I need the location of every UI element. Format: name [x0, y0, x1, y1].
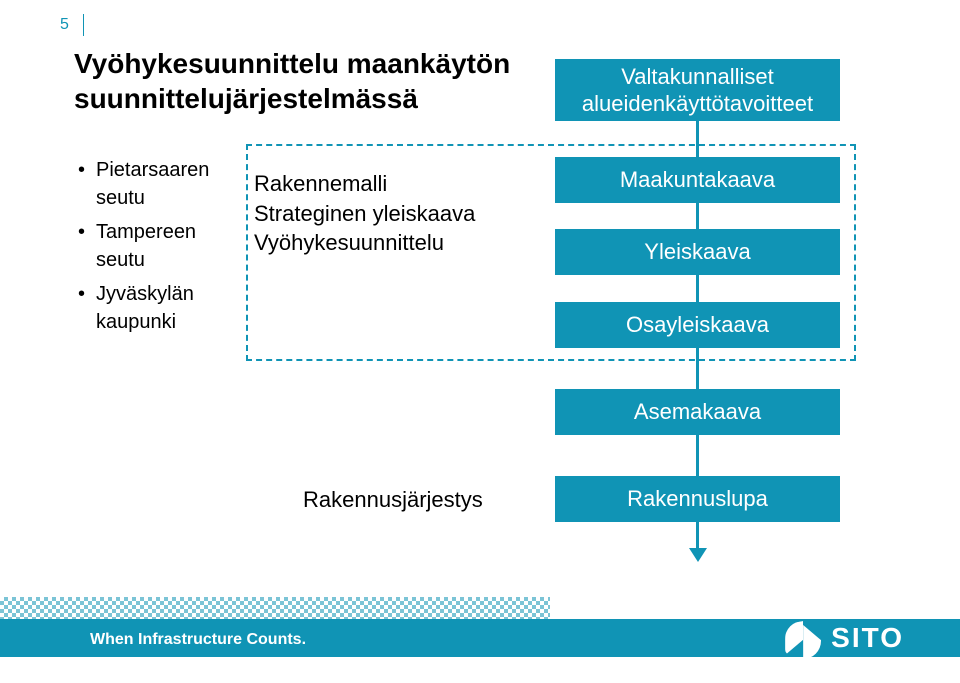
list-item: Pietarsaaren seutu: [78, 156, 238, 212]
flow-box-maakuntakaava: Maakuntakaava: [555, 157, 840, 203]
flow-label: Osayleiskaava: [626, 312, 769, 338]
goals-line-1: Valtakunnalliset: [621, 63, 773, 91]
flow-label: Asemakaava: [634, 399, 761, 425]
flow-label: Maakuntakaava: [620, 167, 775, 193]
page-number: 5: [60, 16, 69, 34]
title-line-1: Vyöhykesuunnittelu maankäytön: [74, 46, 510, 81]
brand-logo-icon: [785, 621, 821, 655]
brand-logo: SITO: [785, 621, 904, 655]
brand-logo-text: SITO: [831, 622, 904, 654]
bullet-list: Pietarsaaren seutu Tampereen seutu Jyväs…: [78, 156, 238, 342]
goals-box: Valtakunnalliset alueidenkäyttötavoittee…: [555, 59, 840, 121]
flow-box-osayleiskaava: Osayleiskaava: [555, 302, 840, 348]
page-number-wrap: 5: [60, 14, 84, 36]
middle-line-2: Strateginen yleiskaava: [254, 199, 504, 229]
slide: 5 Vyöhykesuunnittelu maankäytön suunnitt…: [0, 0, 960, 683]
flow-arrowhead-icon: [689, 548, 707, 562]
title-line-2: suunnittelujärjestelmässä: [74, 81, 510, 116]
footer-tagline: When Infrastructure Counts.: [90, 631, 306, 649]
flow-box-asemakaava: Asemakaava: [555, 389, 840, 435]
flow-box-rakennuslupa: Rakennuslupa: [555, 476, 840, 522]
flow-connector: [696, 435, 699, 476]
rakennusjarjestys-label: Rakennusjärjestys: [303, 487, 483, 513]
middle-line-3: Vyöhykesuunnittelu: [254, 228, 504, 258]
list-item: Jyväskylän kaupunki: [78, 280, 238, 336]
list-item: Tampereen seutu: [78, 218, 238, 274]
goals-line-2: alueidenkäyttötavoitteet: [582, 90, 813, 118]
middle-line-1: Rakennemalli: [254, 169, 504, 199]
rakjar-connector: [473, 498, 555, 501]
flow-label: Yleiskaava: [644, 239, 750, 265]
flow-label: Rakennuslupa: [627, 486, 768, 512]
flow-box-yleiskaava: Yleiskaava: [555, 229, 840, 275]
page-number-divider: [83, 14, 84, 36]
footer-pattern: [0, 597, 550, 619]
flow-connector: [696, 522, 699, 550]
slide-title: Vyöhykesuunnittelu maankäytön suunnittel…: [74, 46, 510, 116]
middle-text: Rakennemalli Strateginen yleiskaava Vyöh…: [254, 169, 504, 258]
